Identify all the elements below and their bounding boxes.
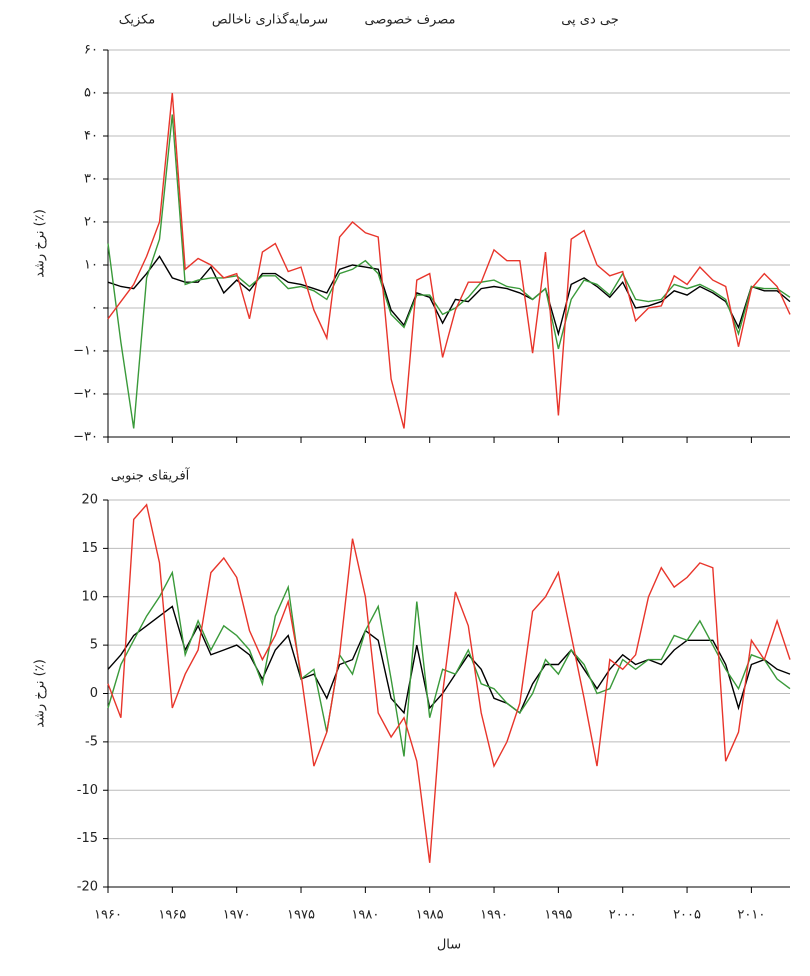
- x-tick-label: ۱۹۷۰: [223, 908, 251, 923]
- y-tick-label: ۱۰: [84, 258, 98, 273]
- y-tick-label: ۴۰: [84, 129, 98, 144]
- legend-entry: مصرف خصوصی: [365, 13, 456, 28]
- series-line: [107, 255, 791, 337]
- y-tick-label: −۳۰: [73, 430, 98, 445]
- y-axis-label: نرخ رشد (٪): [33, 209, 48, 278]
- y-tick-label: −۲۰: [73, 387, 98, 402]
- x-tick-label: ۱۹۸۰: [351, 908, 379, 923]
- y-tick-label: ۲۰: [84, 215, 98, 230]
- legend-entry: جی دی پی: [561, 13, 619, 28]
- x-tick-label: ۲۰۱۰: [737, 908, 765, 923]
- series-line: [107, 92, 791, 429]
- y-tick-label: -15: [77, 831, 98, 846]
- y-tick-label: ۶۰: [84, 43, 98, 58]
- y-tick-label: -20: [77, 880, 98, 895]
- series-line: [107, 503, 791, 863]
- series-line: [107, 114, 791, 429]
- panel-title: مکزیک: [119, 13, 156, 28]
- y-tick-label: −۱۰: [73, 344, 98, 359]
- x-tick-label: ۱۹۶۵: [158, 908, 186, 923]
- y-tick-label: -10: [77, 783, 98, 798]
- legend-entry: سرمایه‌گذاری ناخالص: [212, 12, 328, 28]
- x-tick-label: ۱۹۶۰: [94, 908, 122, 923]
- x-tick-label: ۲۰۰۵: [673, 908, 701, 923]
- x-tick-label: ۱۹۸۵: [416, 908, 444, 923]
- y-tick-label: -5: [85, 734, 98, 749]
- series-line: [107, 605, 791, 715]
- y-tick-label: ۰: [91, 301, 98, 316]
- x-tick-label: ۱۹۷۵: [287, 908, 315, 923]
- y-tick-label: 10: [81, 589, 98, 604]
- y-tick-label: ۵۰: [84, 86, 98, 101]
- y-tick-label: 20: [81, 493, 98, 508]
- y-axis-label: نرخ رشد (٪): [33, 659, 48, 728]
- x-tick-label: ۱۹۹۵: [544, 908, 572, 923]
- x-axis-label: سال: [437, 938, 461, 953]
- y-tick-label: 5: [90, 638, 98, 653]
- x-tick-label: ۲۰۰۰: [609, 908, 637, 923]
- series-line: [107, 570, 791, 757]
- y-tick-label: ۳۰: [84, 172, 98, 187]
- y-tick-label: 0: [90, 686, 98, 701]
- y-tick-label: 15: [81, 541, 98, 556]
- panel-title: آفریقای جنوبی: [111, 467, 191, 484]
- x-tick-label: ۱۹۹۰: [480, 908, 508, 923]
